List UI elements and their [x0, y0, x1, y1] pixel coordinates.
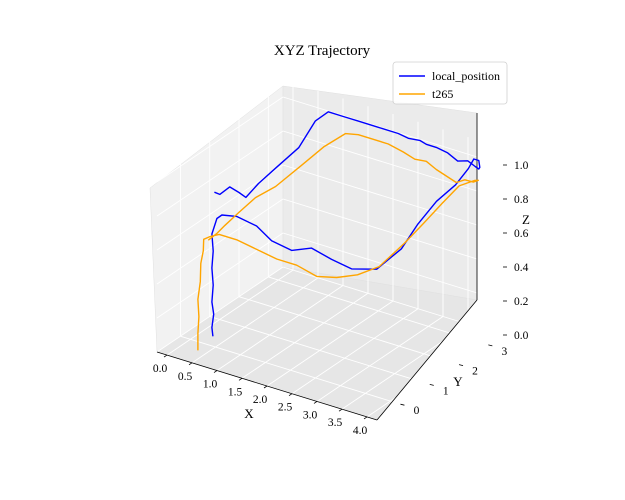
z-gridline-left [156, 232, 284, 319]
back-pane [282, 85, 478, 301]
y-tick-mark [458, 364, 464, 367]
x-gridline-floor [291, 308, 419, 395]
legend: local_position t265 [392, 61, 508, 105]
y-axis-label: Y [453, 374, 463, 389]
axis-panes [149, 85, 478, 421]
series-line-local-position [211, 111, 481, 337]
x-gridline-floor [316, 316, 444, 402]
x-tick-mark [163, 354, 168, 358]
y-tick-mark [488, 344, 493, 347]
y-tick-label: 0 [414, 405, 420, 417]
x-tick-label: 3.5 [328, 417, 343, 429]
z-gridline-back [282, 232, 504, 302]
x-tick-label: 1.0 [203, 379, 218, 391]
x-gridline-floor [366, 331, 494, 418]
x-tick-mark [363, 416, 368, 420]
y-tick-label: 3 [501, 346, 507, 358]
z-gridline-left [156, 198, 284, 285]
z-tick-label: 1.0 [514, 160, 529, 172]
z-gridline-back [282, 198, 504, 268]
z-gridline-back [282, 164, 504, 234]
z-tick-label: 0.8 [514, 194, 529, 206]
y-gridline-floor [268, 276, 489, 346]
x-gridline-floor [191, 277, 319, 364]
chart-title: XYZ Trajectory [274, 43, 371, 59]
z-tick-label: 0.2 [514, 296, 529, 308]
x-gridline-floor [266, 300, 394, 387]
y-tick-label: 1 [443, 385, 449, 397]
x-tick-label: 3.0 [303, 409, 318, 421]
y-gridline-floor [238, 296, 460, 366]
x-tick-mark [188, 362, 193, 366]
tick-marks-and-labels: 0.0 0.5 1.0 1.5 2.0 2.5 3.0 3.5 4.0 0 1 2 3 0.0 0.2 0.4… [153, 160, 529, 437]
x-tick-mark [213, 370, 218, 373]
z-gridline-left [156, 266, 284, 353]
y-tick-label: 2 [472, 366, 478, 378]
x-gridline-floor [241, 292, 369, 379]
x-gridline-floor [216, 285, 344, 371]
z-gridline-left [156, 164, 284, 251]
x-tick-label: 2.0 [253, 394, 268, 406]
y-gridline-floor [180, 335, 401, 405]
z-gridline-back [282, 130, 504, 200]
z-gridline-back [282, 96, 504, 166]
x-gridline-floor [166, 269, 294, 356]
z-axis-label: Z [522, 212, 530, 227]
y-gridline-floor [209, 315, 430, 385]
z-gridline-left [156, 96, 284, 183]
x-tick-label: 0.0 [153, 363, 168, 375]
y-tick-mark [400, 403, 405, 406]
x-tick-label: 4.0 [353, 425, 368, 437]
x-tick-label: 1.5 [228, 386, 243, 398]
x-tick-label: 0.5 [178, 371, 193, 383]
x-tick-mark [238, 377, 243, 381]
z-tick-label: 0.0 [514, 330, 529, 342]
x-axis-label: X [244, 406, 254, 421]
z-tick-label: 0.4 [514, 262, 529, 274]
x-tick-mark [263, 385, 268, 389]
x-tick-mark [313, 401, 318, 404]
x-tick-label: 2.5 [278, 402, 293, 414]
z-tick-label: 0.6 [514, 228, 529, 240]
legend-label-t265: t265 [432, 87, 453, 101]
y-tick-mark [429, 384, 434, 386]
series-line-t265 [197, 132, 479, 351]
z-gridline-left [156, 130, 284, 217]
x-tick-mark [338, 408, 343, 412]
legend-label-local-position: local_position [432, 69, 500, 83]
x-tick-mark [288, 393, 293, 397]
x-gridline-floor [341, 323, 469, 410]
y-axis-line [376, 299, 478, 421]
z-gridline-back [282, 266, 504, 336]
data-series [197, 111, 481, 351]
